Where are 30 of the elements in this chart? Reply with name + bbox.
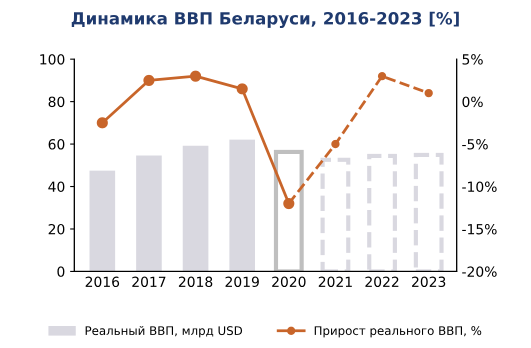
point (331, 140, 340, 148)
y-tick-label: 100 (40, 54, 64, 65)
x-tick-label: 2017 (132, 276, 166, 288)
point (190, 70, 202, 82)
point (424, 88, 433, 98)
x-tick-label: 2019 (226, 276, 259, 288)
y2-tick-label: -15% (462, 224, 497, 234)
y2-tick-label: -5% (462, 139, 488, 150)
legend-label: Реальный ВВП, млрд USD (86, 326, 242, 338)
y2-tick-label: -10% (462, 181, 497, 192)
point (236, 83, 248, 94)
x-tick-label: 2018 (178, 276, 212, 288)
point (96, 117, 108, 128)
y2-tick-label: 5% (462, 54, 483, 65)
x-tick-label: 2020 (272, 276, 306, 288)
legend-label: Прирост реального ВВП, % (314, 326, 482, 338)
y-tick-label: 60 (48, 139, 64, 150)
point (378, 72, 386, 80)
y-tick-label: 20 (48, 224, 64, 234)
point (143, 74, 154, 86)
y2-tick-label: -20% (462, 266, 497, 277)
x-tick-label: 2023 (412, 276, 446, 288)
y2-tick-label: 0% (462, 96, 483, 108)
y-tick-label: 0 (57, 266, 64, 277)
y-tick-label: 40 (48, 181, 64, 192)
x-tick-label: 2021 (318, 276, 352, 288)
x-tick-label: 2022 (365, 276, 398, 288)
x-tick-label: 2016 (86, 276, 120, 288)
y-tick-label: 80 (48, 96, 64, 108)
chart-title: Динамика ВВП Беларуси, 2016-2023 [%] (72, 12, 459, 28)
